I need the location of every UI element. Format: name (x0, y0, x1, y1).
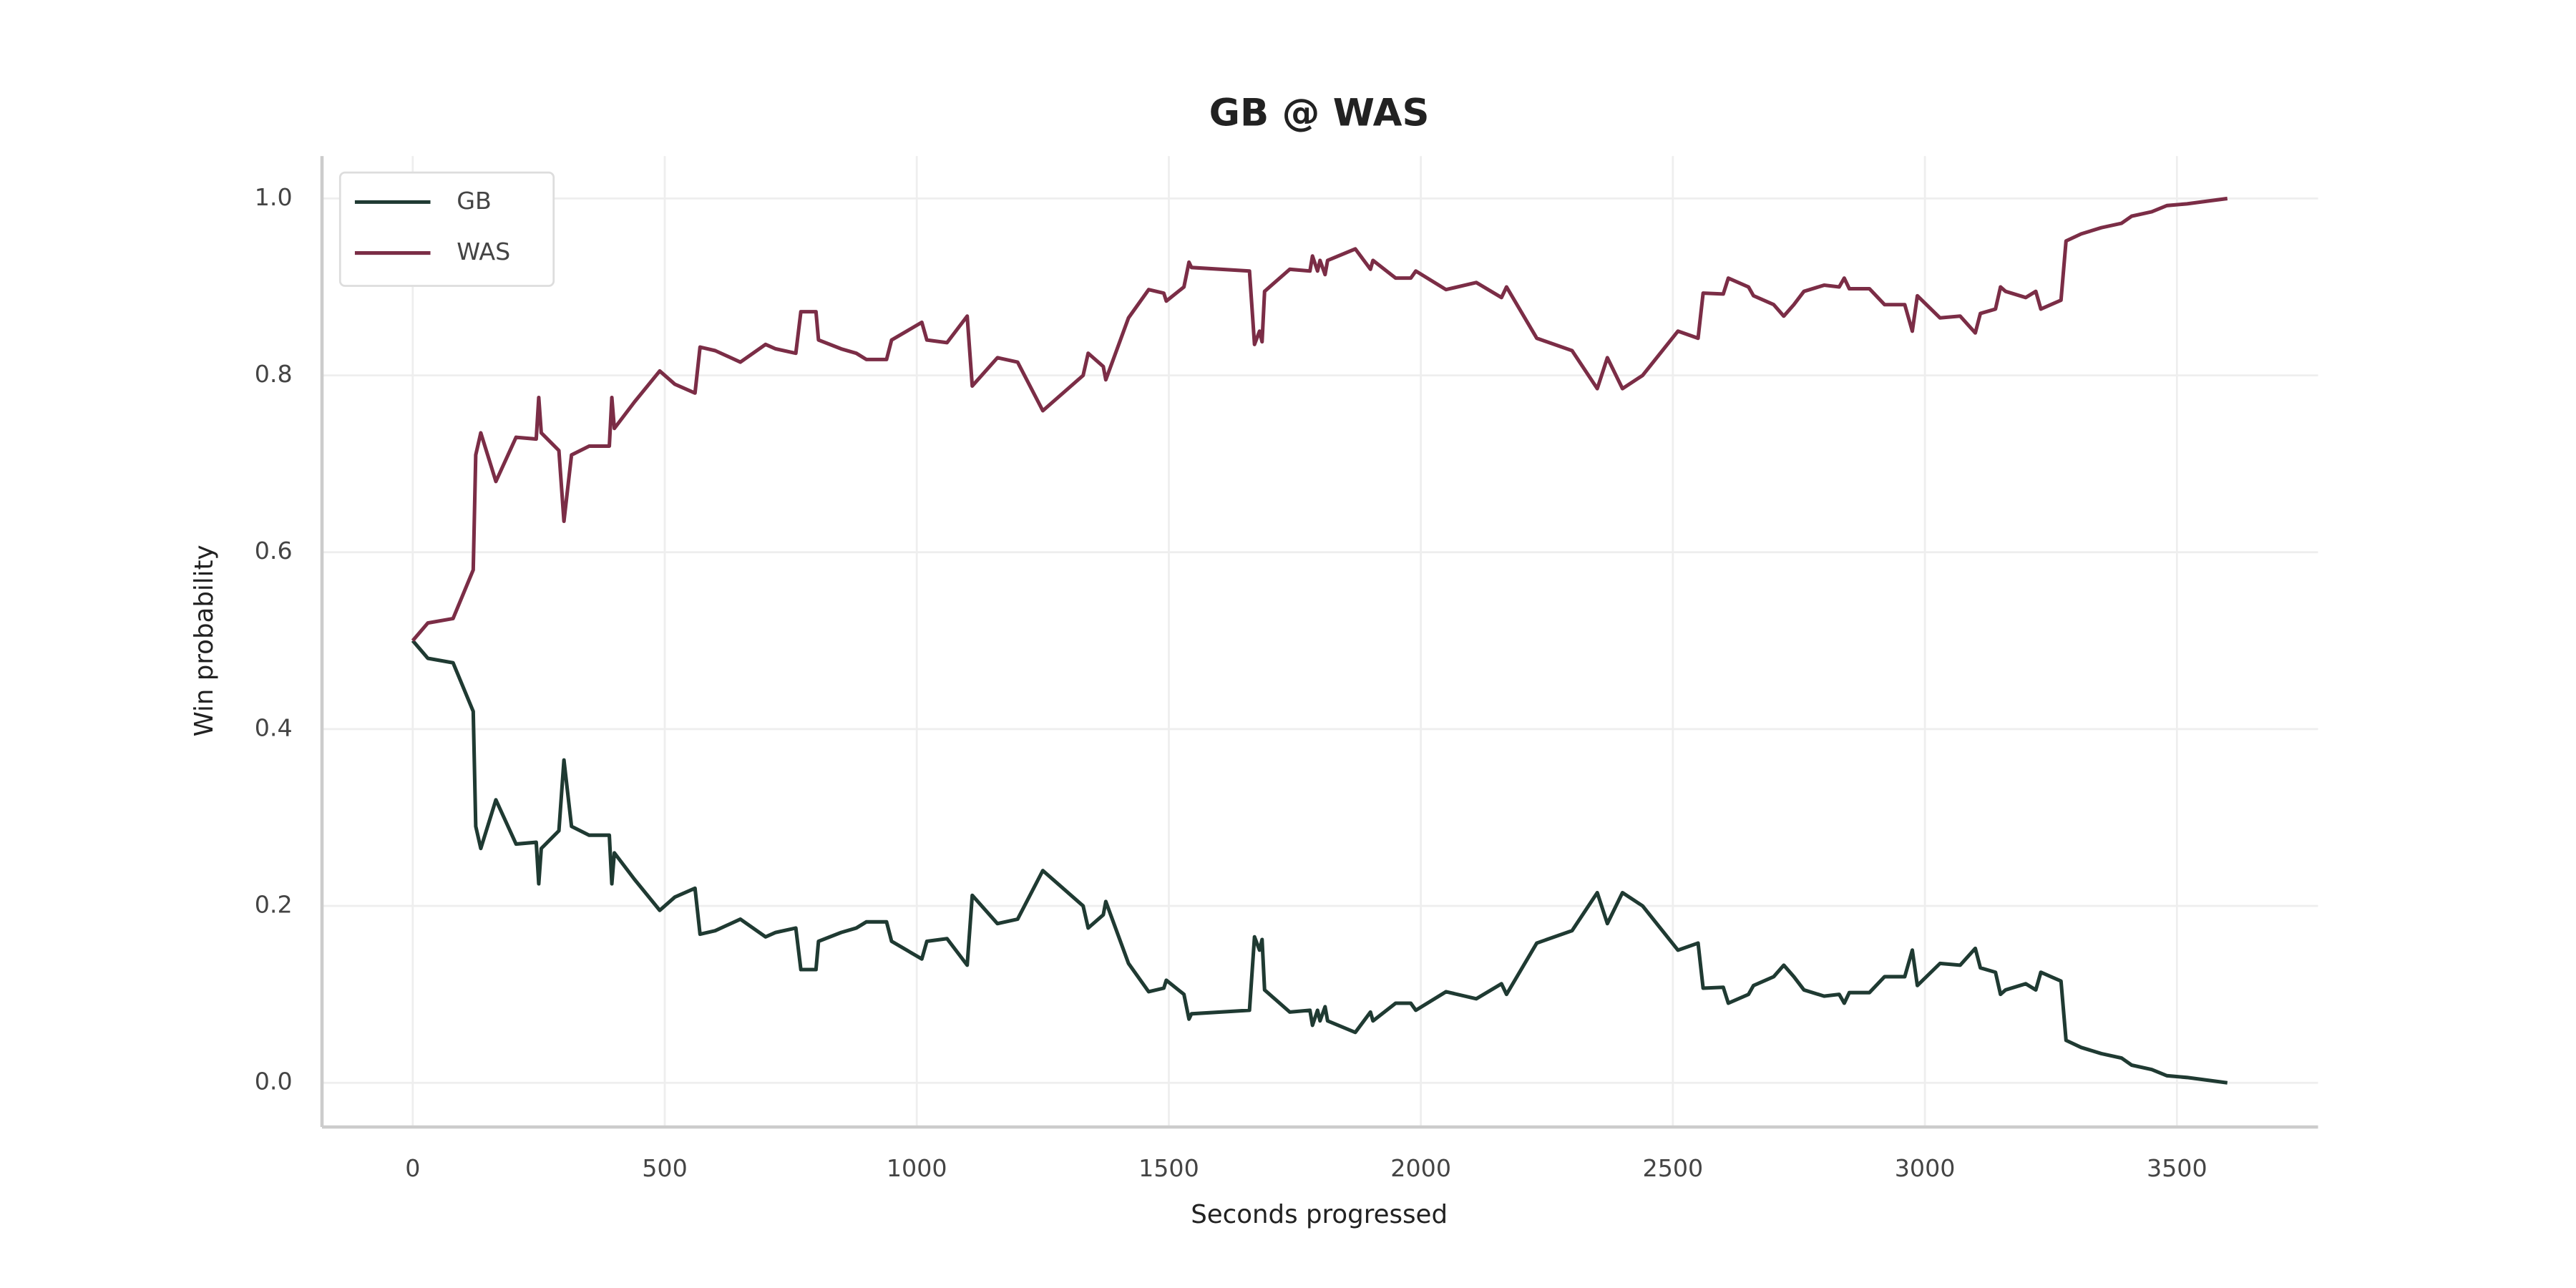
legend-label: WAS (457, 238, 510, 265)
y-tick-label: 0.4 (255, 713, 293, 741)
chart-title: GB @ WAS (1209, 91, 1430, 135)
y-tick-label: 0.8 (255, 360, 293, 388)
x-tick-label: 0 (405, 1154, 420, 1182)
y-tick-label: 0.6 (255, 537, 293, 565)
legend-box (338, 171, 555, 287)
y-tick-label: 0.0 (255, 1068, 293, 1096)
x-axis-label: Seconds progressed (1191, 1200, 1448, 1229)
x-tick-label: 2000 (1390, 1154, 1451, 1182)
x-tick-label: 500 (642, 1154, 688, 1182)
x-tick-label: 3000 (1895, 1154, 1956, 1182)
y-axis-label: Win probability (190, 545, 219, 736)
x-tick-label: 2500 (1643, 1154, 1704, 1182)
x-tick-label: 3500 (2147, 1154, 2207, 1182)
legend-label: GB (457, 187, 492, 215)
line-series (411, 196, 2228, 642)
line-series (411, 639, 2228, 1085)
x-tick-label: 1500 (1138, 1154, 1199, 1182)
y-tick-label: 1.0 (255, 183, 293, 211)
y-tick-label: 0.2 (255, 891, 293, 919)
x-tick-label: 1000 (887, 1154, 947, 1182)
